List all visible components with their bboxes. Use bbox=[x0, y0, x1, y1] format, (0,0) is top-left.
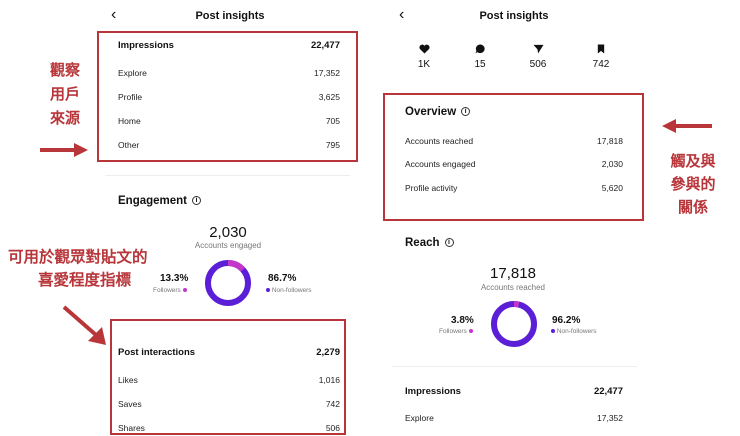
impressions-value: 22,477 bbox=[593, 386, 623, 397]
stat-value: 15 bbox=[474, 59, 486, 70]
section-divider bbox=[392, 366, 637, 367]
followers-legend-text: Followers bbox=[439, 328, 467, 335]
stat-comments[interactable]: 15 bbox=[469, 41, 491, 70]
annotation-line: 喜愛程度指標 bbox=[38, 271, 132, 289]
impressions-row-label: Home bbox=[118, 116, 141, 126]
donut-followers-arc bbox=[205, 260, 251, 306]
interaction-row-label: Saves bbox=[118, 399, 142, 409]
post-interactions-label: Post interactions bbox=[118, 347, 196, 358]
reach-total-label: Accounts reached bbox=[480, 283, 546, 292]
nonfollowers-legend: Non-followers bbox=[551, 328, 597, 335]
engagement-donut-chart bbox=[205, 260, 251, 306]
engagement-total-label: Accounts engaged bbox=[194, 241, 262, 250]
followers-legend: Followers bbox=[153, 287, 187, 294]
engagement-total: 2,030 bbox=[209, 224, 247, 241]
donut-nonfollowers-ring bbox=[491, 301, 537, 347]
impressions-row-value: 17,352 bbox=[597, 413, 623, 423]
post-interactions-highlight-box bbox=[110, 319, 346, 435]
overview-title-text: Overview bbox=[405, 106, 457, 118]
section-divider bbox=[105, 175, 350, 176]
followers-percent: 3.8% bbox=[451, 315, 474, 326]
stat-value: 506 bbox=[529, 59, 547, 70]
reach-engagement-annotation: 觸及與 參與的 關係 bbox=[656, 150, 730, 219]
interaction-row-label: Likes bbox=[118, 375, 138, 385]
impressions-row-value: 795 bbox=[325, 140, 340, 150]
overview-title: Overview i bbox=[405, 106, 471, 118]
followers-legend: Followers bbox=[439, 328, 473, 335]
reach-total: 17,818 bbox=[490, 265, 536, 282]
info-icon[interactable]: i bbox=[461, 107, 471, 117]
overview-row-label: Profile activity bbox=[405, 183, 458, 193]
bookmark-icon bbox=[597, 44, 605, 54]
nonfollowers-legend-text: Non-followers bbox=[556, 328, 597, 335]
overview-row-value: 5,620 bbox=[601, 183, 623, 193]
impressions-row-label: Other bbox=[118, 140, 140, 150]
stat-value: 742 bbox=[592, 59, 610, 70]
page-title: Post insights bbox=[195, 10, 265, 22]
annotation-line: 可用於觀眾對貼文的 bbox=[8, 248, 148, 266]
interaction-row-value: 1,016 bbox=[318, 375, 340, 385]
right-arrow-icon bbox=[40, 143, 88, 157]
overview-row-label: Accounts reached bbox=[405, 136, 474, 146]
stat-value: 1K bbox=[417, 59, 431, 70]
nonfollowers-dot-icon bbox=[266, 288, 270, 293]
left-arrow-icon bbox=[662, 119, 712, 133]
annotation-line: 參與的 bbox=[670, 175, 716, 193]
stat-saves[interactable]: 742 bbox=[589, 41, 613, 70]
nonfollowers-percent: 86.7% bbox=[268, 273, 297, 284]
annotation-line: 觀察 bbox=[50, 61, 81, 79]
overview-row-value: 2,030 bbox=[601, 159, 623, 169]
impressions-highlight-box bbox=[97, 31, 358, 162]
overview-row-value: 17,818 bbox=[597, 136, 623, 146]
impressions-label: Impressions bbox=[118, 40, 174, 51]
followers-percent: 13.3% bbox=[160, 273, 189, 284]
stat-shares[interactable]: 506 bbox=[526, 41, 550, 70]
stat-likes[interactable]: 1K bbox=[413, 41, 435, 70]
impressions-row-value: 705 bbox=[325, 116, 340, 126]
interaction-row-label: Shares bbox=[118, 423, 145, 433]
interaction-row-value: 742 bbox=[325, 399, 340, 409]
impressions-label: Impressions bbox=[405, 386, 461, 397]
donut-followers-arc bbox=[491, 301, 537, 347]
followers-dot-icon bbox=[468, 329, 473, 334]
back-chevron-icon[interactable]: ‹ bbox=[111, 6, 117, 23]
annotation-line: 關係 bbox=[677, 198, 708, 216]
impressions-row-label: Explore bbox=[405, 413, 434, 423]
nonfollowers-dot-icon bbox=[551, 329, 555, 334]
followers-legend-text: Followers bbox=[153, 287, 181, 294]
nonfollowers-percent: 96.2% bbox=[552, 315, 581, 326]
impressions-row-label: Profile bbox=[118, 92, 143, 102]
overview-highlight-box bbox=[383, 93, 644, 221]
reach-donut-chart bbox=[491, 301, 537, 347]
annotation-line: 來源 bbox=[50, 109, 81, 127]
reach-title-text: Reach bbox=[405, 237, 440, 249]
annotation-line: 用戶 bbox=[50, 85, 81, 103]
reach-title: Reach i bbox=[405, 237, 454, 249]
nonfollowers-legend: Non-followers bbox=[266, 287, 312, 294]
interaction-metric-annotation: 可用於觀眾對貼文的 喜愛程度指標 bbox=[8, 246, 148, 292]
overview-row-label: Accounts engaged bbox=[405, 159, 476, 169]
nonfollowers-legend-text: Non-followers bbox=[271, 287, 312, 294]
followers-dot-icon bbox=[182, 288, 187, 293]
engagement-title: Engagement i bbox=[118, 195, 202, 207]
impressions-row-value: 17,352 bbox=[314, 68, 340, 78]
post-interactions-value: 2,279 bbox=[316, 347, 340, 358]
comment-icon bbox=[475, 44, 485, 54]
impressions-row-label: Explore bbox=[118, 68, 147, 78]
info-icon[interactable]: i bbox=[192, 196, 202, 206]
impressions-value: 22,477 bbox=[310, 40, 340, 51]
engagement-title-text: Engagement bbox=[118, 195, 188, 207]
heart-icon bbox=[418, 44, 430, 54]
info-icon[interactable]: i bbox=[444, 238, 454, 248]
impressions-row-value: 3,625 bbox=[318, 92, 340, 102]
interaction-row-value: 506 bbox=[325, 423, 340, 433]
traffic-source-annotation: 觀察 用戶 來源 bbox=[50, 58, 80, 130]
share-icon bbox=[533, 44, 543, 54]
back-chevron-icon[interactable]: ‹ bbox=[399, 6, 405, 23]
diagonal-arrow-icon bbox=[62, 305, 106, 345]
page-title: Post insights bbox=[479, 10, 549, 22]
annotation-line: 觸及與 bbox=[670, 152, 716, 170]
